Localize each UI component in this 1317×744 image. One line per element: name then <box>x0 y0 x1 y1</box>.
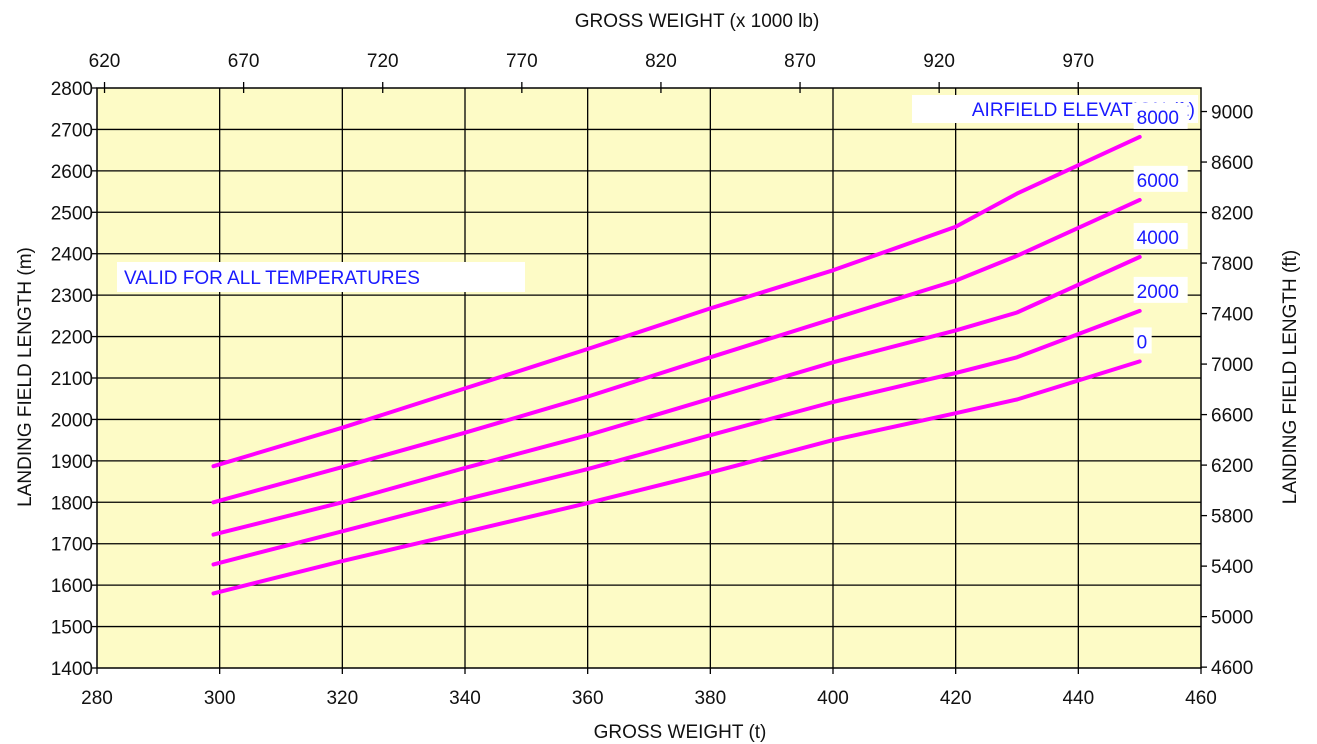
series-label-6000: 6000 <box>1137 171 1179 192</box>
bottom-tick-label-440: 440 <box>1062 688 1094 709</box>
right-tick-label-7000: 7000 <box>1211 355 1253 376</box>
series-label-8000: 8000 <box>1137 108 1179 129</box>
left-tick-label-2500: 2500 <box>51 203 93 224</box>
left-tick-label-2600: 2600 <box>51 162 93 183</box>
left-tick-label-1500: 1500 <box>51 618 93 639</box>
right-tick-label-5000: 5000 <box>1211 608 1253 629</box>
bottom-tick-label-280: 280 <box>81 688 113 709</box>
right-tick-label-8600: 8600 <box>1211 153 1253 174</box>
left-tick-label-2100: 2100 <box>51 369 93 390</box>
right-tick-label-9000: 9000 <box>1211 103 1253 124</box>
top-tick-label-620: 620 <box>89 51 121 72</box>
left-tick-label-2300: 2300 <box>51 286 93 307</box>
bottom-axis-title: GROSS WEIGHT (t) <box>594 722 767 743</box>
right-tick-label-8200: 8200 <box>1211 204 1253 225</box>
bottom-tick-label-300: 300 <box>204 688 236 709</box>
bottom-tick-label-360: 360 <box>572 688 604 709</box>
right-tick-label-6200: 6200 <box>1211 456 1253 477</box>
top-tick-label-870: 870 <box>784 51 816 72</box>
right-axis-title: LANDING FIELD LENGTH (ft) <box>1280 250 1301 504</box>
left-tick-label-2700: 2700 <box>51 120 93 141</box>
left-tick-label-1800: 1800 <box>51 493 93 514</box>
left-tick-label-1700: 1700 <box>51 535 93 556</box>
left-tick-label-1600: 1600 <box>51 576 93 597</box>
top-tick-label-820: 820 <box>645 51 677 72</box>
right-tick-label-6600: 6600 <box>1211 406 1253 427</box>
right-tick-label-7400: 7400 <box>1211 305 1253 326</box>
top-tick-label-770: 770 <box>506 51 538 72</box>
top-tick-label-670: 670 <box>228 51 260 72</box>
left-tick-label-1900: 1900 <box>51 452 93 473</box>
right-tick-label-4600: 4600 <box>1211 658 1253 679</box>
top-tick-label-720: 720 <box>367 51 399 72</box>
series-label-4000: 4000 <box>1137 228 1179 249</box>
right-tick-label-5400: 5400 <box>1211 557 1253 578</box>
top-tick-label-920: 920 <box>923 51 955 72</box>
bottom-tick-label-400: 400 <box>817 688 849 709</box>
bottom-tick-label-340: 340 <box>449 688 481 709</box>
left-tick-label-2400: 2400 <box>51 245 93 266</box>
left-tick-label-2000: 2000 <box>51 410 93 431</box>
top-axis-title: GROSS WEIGHT (x 1000 lb) <box>575 11 820 32</box>
bottom-tick-label-320: 320 <box>326 688 358 709</box>
series-label-2000: 2000 <box>1137 282 1179 303</box>
right-tick-label-5800: 5800 <box>1211 507 1253 528</box>
top-tick-label-970: 970 <box>1062 51 1094 72</box>
left-tick-label-1400: 1400 <box>51 659 93 680</box>
left-axis-title: LANDING FIELD LENGTH (m) <box>15 247 36 507</box>
temperature-note: VALID FOR ALL TEMPERATURES <box>124 268 420 289</box>
bottom-tick-label-380: 380 <box>694 688 726 709</box>
left-tick-label-2200: 2200 <box>51 328 93 349</box>
bottom-tick-label-420: 420 <box>940 688 972 709</box>
right-tick-label-7800: 7800 <box>1211 254 1253 275</box>
left-tick-label-2800: 2800 <box>51 79 93 100</box>
series-label-0: 0 <box>1137 332 1148 353</box>
bottom-tick-label-460: 460 <box>1185 688 1217 709</box>
